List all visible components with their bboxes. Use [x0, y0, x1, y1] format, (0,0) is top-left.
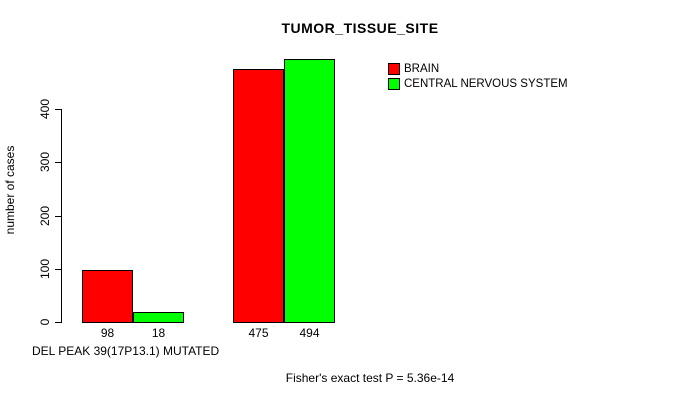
y-axis-tick-label: 0 — [38, 318, 52, 326]
bar-value-label: 494 — [299, 326, 320, 340]
y-axis-tick — [55, 322, 61, 323]
legend-item-brain: BRAIN — [388, 61, 568, 76]
y-axis-tick-label: 200 — [38, 205, 52, 226]
bar-value-label: 18 — [151, 326, 166, 340]
chart-title: TUMOR_TISSUE_SITE — [281, 20, 439, 36]
bar-value-label: 475 — [248, 326, 269, 340]
x-axis-label: DEL PEAK 39(17P13.1) MUTATED — [32, 344, 220, 358]
bar-central-nervous-system-group2 — [284, 59, 335, 323]
y-axis-tick — [55, 215, 61, 217]
fisher-test-annotation: Fisher's exact test P = 5.36e-14 — [285, 371, 455, 385]
legend-swatch-icon — [388, 62, 400, 75]
y-axis-tick — [55, 268, 61, 270]
y-axis-tick — [55, 109, 61, 110]
legend-item-central-nervous-system: CENTRAL NERVOUS SYSTEM — [388, 76, 568, 91]
legend-label: CENTRAL NERVOUS SYSTEM — [404, 77, 568, 90]
y-axis-tick-label: 300 — [38, 152, 52, 173]
legend-label: BRAIN — [404, 62, 440, 75]
y-axis-line — [61, 109, 62, 323]
bar-brain-group2 — [233, 69, 284, 323]
y-axis-tick-label: 400 — [38, 98, 52, 120]
legend: BRAIN CENTRAL NERVOUS SYSTEM — [388, 61, 568, 91]
bar-central-nervous-system-group1 — [133, 312, 184, 323]
bar-brain-group1 — [82, 270, 133, 323]
y-axis-tick-label: 100 — [38, 258, 52, 279]
legend-swatch-icon — [388, 77, 400, 90]
y-axis-tick — [55, 162, 61, 164]
y-axis-title: number of cases — [3, 145, 17, 235]
bar-value-label: 98 — [100, 326, 115, 340]
